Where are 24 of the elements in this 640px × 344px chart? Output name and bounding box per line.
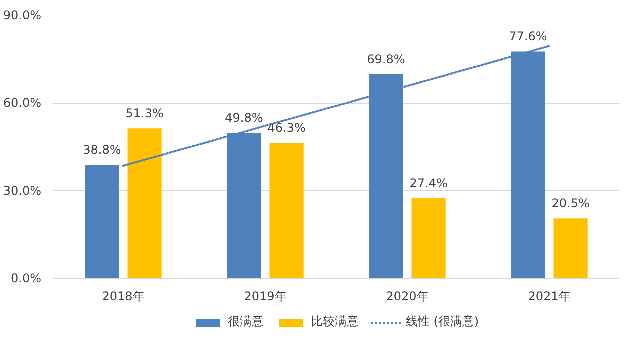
data-label: 20.5%: [552, 196, 590, 211]
legend-label: 比较满意: [310, 314, 359, 330]
bar: [270, 143, 304, 278]
data-label: 27.4%: [410, 176, 448, 190]
x-tick-label: 2018年: [102, 290, 145, 304]
data-label: 69.8%: [367, 52, 406, 67]
bar: [412, 198, 446, 278]
legend-label: 很满意: [228, 314, 264, 330]
data-label: 77.6%: [509, 30, 548, 44]
y-tick-label: 60.0%: [3, 96, 42, 110]
bar: [128, 128, 162, 278]
y-tick-label: 30.0%: [3, 184, 42, 198]
x-tick-label: 2020年: [386, 290, 429, 304]
y-tick-label: 90.0%: [3, 8, 42, 22]
x-tick-label: 2019年: [244, 290, 287, 304]
bar: [554, 218, 588, 278]
bar: [85, 165, 120, 278]
legend-label: 线性 (很满意): [406, 314, 480, 330]
data-label: 46.3%: [268, 121, 306, 136]
data-label: 49.8%: [225, 110, 264, 125]
y-tick-label: 0.0%: [11, 272, 42, 286]
x-tick-label: 2021年: [528, 290, 571, 304]
data-label: 38.8%: [83, 143, 122, 158]
data-label: 51.3%: [126, 106, 164, 121]
